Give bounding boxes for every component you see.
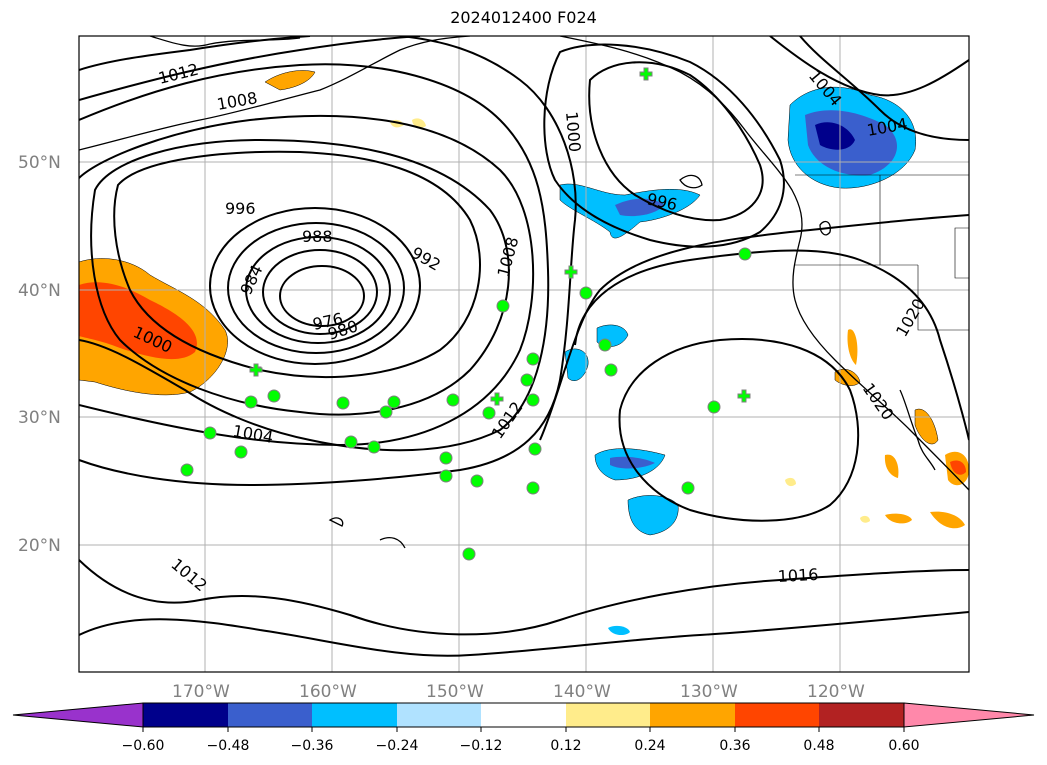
station-dot: [604, 363, 618, 377]
lon-labels: 170°W 160°W 150°W 140°W 130°W 120°W: [172, 682, 865, 702]
station-dot: [526, 352, 540, 366]
station-cross: [737, 389, 751, 403]
colorbar-tick: −0.36: [291, 738, 334, 754]
station-dot: [439, 469, 453, 483]
station-dot: [180, 463, 194, 477]
colorbar-tick: −0.48: [207, 738, 250, 754]
station-dot: [528, 442, 542, 456]
colorbar-segment: [650, 703, 735, 727]
colorbar-tick: −0.12: [460, 738, 503, 754]
station-dot: [203, 426, 217, 440]
station-dot: [387, 395, 401, 409]
colorbar-tick: −0.60: [122, 738, 165, 754]
colorbar-segment: [228, 703, 312, 727]
lat-labels: 50°N 40°N 30°N 20°N: [18, 153, 61, 556]
colorbar-segment: [397, 703, 481, 727]
colorbar-segment: [735, 703, 819, 727]
lat-label: 20°N: [18, 536, 61, 556]
map-frame: [78, 35, 970, 673]
colorbar-tick: −0.24: [376, 738, 419, 754]
shading-west-positive: [79, 258, 228, 396]
map-title: 2024012400 F024: [450, 8, 597, 27]
station-dot: [344, 435, 358, 449]
isobar-label: 996: [225, 199, 256, 218]
lon-label: 170°W: [172, 682, 230, 702]
borders: [795, 174, 969, 331]
station-cross: [564, 265, 578, 279]
colorbar-tick: 0.36: [719, 738, 750, 754]
station-dot: [496, 299, 510, 313]
lon-label: 140°W: [553, 682, 611, 702]
station-dot: [379, 405, 393, 419]
lat-label: 50°N: [18, 153, 61, 173]
isobar-label: 1016: [777, 565, 819, 586]
colorbar-segment: [143, 703, 228, 727]
colorbar-tick: 0.60: [888, 738, 919, 754]
station-dot: [439, 451, 453, 465]
station-dot: [482, 406, 496, 420]
colorbar-tick: 0.24: [634, 738, 665, 754]
station-cross: [249, 363, 263, 377]
station-dot: [336, 396, 350, 410]
lon-label: 120°W: [807, 682, 865, 702]
colorbar-segment: [819, 703, 904, 727]
colorbar-extend-high: [903, 702, 1035, 728]
station-cross: [490, 392, 504, 406]
colorbar-tick: 0.48: [803, 738, 834, 754]
station-dot: [707, 400, 721, 414]
colorbar-segment: [481, 703, 566, 727]
station-dot: [470, 474, 484, 488]
isobar-label: 1000: [562, 111, 584, 153]
colorbar-extend-low: [12, 702, 144, 728]
station-dot: [462, 547, 476, 561]
shading-gulf-negative: [559, 183, 701, 239]
station-dot: [598, 338, 612, 352]
station-markers: [180, 67, 752, 561]
station-dot: [526, 393, 540, 407]
colorbar-tick: 0.12: [550, 738, 581, 754]
lon-label: 160°W: [299, 682, 357, 702]
station-dot: [738, 247, 752, 261]
station-cross: [639, 67, 653, 81]
station-dot: [579, 286, 593, 300]
station-dot: [267, 389, 281, 403]
lon-label: 150°W: [426, 682, 484, 702]
lat-label: 30°N: [18, 408, 61, 428]
colorbar-segment: [312, 703, 397, 727]
station-dot: [244, 395, 258, 409]
isobar-label: 988: [302, 227, 333, 246]
coastlines: [79, 36, 969, 549]
station-dot: [234, 445, 248, 459]
isobars: [79, 36, 969, 657]
station-dot: [446, 393, 460, 407]
station-dot: [681, 481, 695, 495]
station-dot: [526, 481, 540, 495]
station-dot: [367, 440, 381, 454]
lat-label: 40°N: [18, 281, 61, 301]
lon-label: 130°W: [680, 682, 738, 702]
colorbar-segment: [566, 703, 650, 727]
shading-mexico-positive: [785, 329, 969, 529]
station-dot: [520, 373, 534, 387]
colorbar: −0.60 −0.48 −0.36 −0.24 −0.12 0.12 0.24 …: [12, 702, 1035, 754]
